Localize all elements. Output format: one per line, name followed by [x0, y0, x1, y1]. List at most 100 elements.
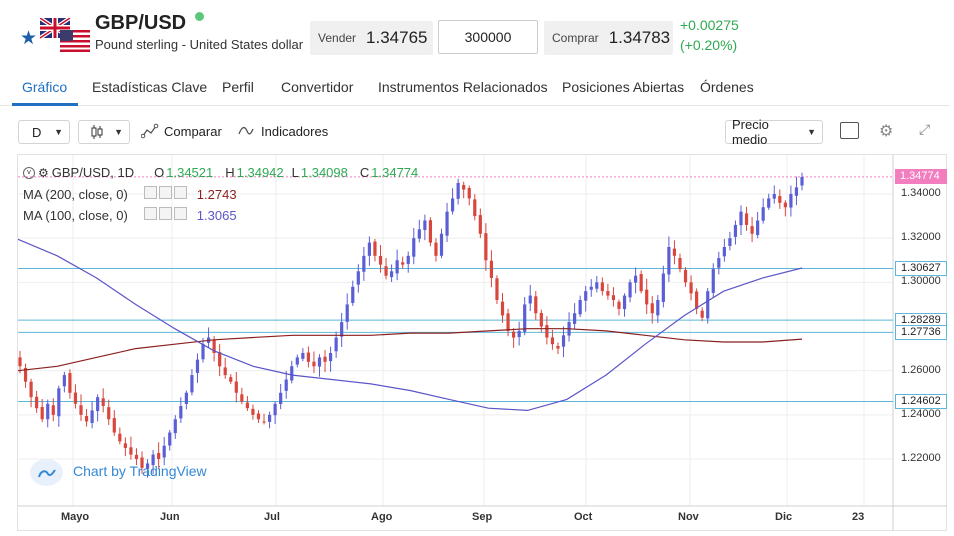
indicators-button[interactable]: Indicadores	[261, 124, 329, 139]
toggle-checkbox[interactable]	[840, 122, 859, 139]
last-price-tag: 1.34774	[895, 169, 947, 185]
candle-body	[340, 322, 344, 337]
candle-body	[184, 392, 188, 404]
candle-body	[473, 199, 477, 217]
candle-body	[495, 278, 499, 300]
buy-label: Comprar	[552, 31, 599, 45]
price-type-value: Precio medio	[732, 117, 769, 147]
tab-convertidor[interactable]: Convertidor	[281, 79, 354, 95]
candle-body	[378, 255, 383, 265]
candle-body	[284, 379, 288, 391]
ma100-label: MA (100, close, 0)	[23, 207, 128, 223]
active-tab-indicator	[12, 103, 78, 106]
candle-body	[706, 291, 710, 319]
buy-price: 1.34783	[608, 28, 671, 47]
quantity-input[interactable]: 300000	[438, 20, 538, 54]
candle-body	[267, 414, 272, 422]
candle-body	[761, 207, 765, 221]
high-value: 1.34942	[236, 165, 284, 180]
ma200-actions[interactable]	[143, 186, 189, 202]
candle-body	[584, 291, 588, 301]
candle-body	[384, 266, 388, 276]
candle-body	[90, 410, 94, 423]
buy-button[interactable]: Comprar 1.34783	[544, 21, 673, 55]
tab-instrumentos-relacionados[interactable]: Instrumentos Relacionados	[378, 79, 548, 95]
candle-body	[634, 275, 638, 283]
candle-body	[545, 325, 549, 338]
time-tick-label: Nov	[678, 511, 699, 523]
candle-body	[362, 255, 366, 272]
candle-body	[534, 296, 538, 314]
tab-grafico[interactable]: Gráfico	[22, 79, 68, 95]
time-tick-label: Dic	[775, 511, 793, 523]
candle-body	[672, 248, 677, 256]
candle-body	[101, 398, 105, 406]
compare-icon[interactable]	[141, 123, 159, 139]
candle-body	[622, 295, 627, 310]
candle-body	[312, 361, 316, 367]
candle-body	[589, 286, 593, 290]
tab-perfil[interactable]: Perfil	[222, 79, 254, 95]
time-tick-label: Jul	[264, 511, 280, 523]
candle-body	[661, 273, 665, 302]
candle-body	[450, 198, 455, 212]
legend-series: GBP/USD, 1D	[51, 165, 135, 180]
candle-body	[73, 392, 78, 404]
chevron-down-icon: ▼	[807, 127, 816, 137]
legend-main: ˅ ⚙ GBP/USD, 1D O 1.34521 H 1.34942 L 1.…	[23, 165, 418, 180]
sell-button[interactable]: Vender 1.34765	[310, 21, 433, 55]
time-tick-label: Sep	[472, 511, 493, 523]
candle-body	[57, 388, 61, 417]
candle-body	[506, 313, 510, 331]
settings-small-icon[interactable]: ⚙	[38, 165, 49, 180]
price-type-select[interactable]: Precio medio ▼	[725, 117, 823, 147]
tab-posiciones-abiertas[interactable]: Posiciones Abiertas	[562, 79, 685, 95]
tradingview-logo-icon[interactable]	[30, 459, 63, 486]
chart-frame	[17, 154, 947, 531]
candle-body	[794, 187, 799, 196]
favorite-star-icon[interactable]: ★	[20, 28, 38, 49]
tab-estadisticas-clave[interactable]: Estadísticas Clave	[92, 79, 208, 95]
candle-body	[628, 282, 632, 298]
candle-body	[256, 413, 261, 420]
candle-body	[218, 352, 222, 367]
candle-body	[517, 330, 521, 338]
candle-body	[717, 258, 721, 268]
candle-body	[678, 257, 682, 270]
fullscreen-icon[interactable]: ⤢	[919, 121, 931, 137]
ma100-actions[interactable]	[143, 207, 189, 223]
candle-body	[162, 445, 166, 458]
candle-body	[650, 303, 654, 314]
candle-body	[645, 289, 649, 305]
candle-body	[129, 447, 133, 455]
candle-body	[733, 224, 738, 237]
candle-body	[783, 202, 787, 208]
candle-body	[489, 260, 494, 278]
candle-body	[578, 300, 582, 315]
candle-body	[595, 282, 599, 289]
chart-type-select[interactable]: ▼	[78, 120, 130, 144]
candle-body	[500, 301, 505, 316]
compare-button[interactable]: Comparar	[164, 124, 222, 139]
gbp-usd-flag-icon	[40, 18, 90, 52]
tab-ordenes[interactable]: Órdenes	[700, 79, 754, 95]
ma200-label: MA (200, close, 0)	[23, 186, 128, 202]
candle-body	[639, 274, 643, 292]
ma200-line	[17, 328, 803, 372]
candle-body	[456, 182, 460, 199]
candle-body	[412, 238, 416, 257]
collapse-legend-icon[interactable]: ˅	[23, 166, 35, 179]
interval-select[interactable]: D ▼	[18, 120, 70, 144]
candle-body	[195, 359, 200, 373]
indicators-icon[interactable]	[238, 125, 254, 137]
gear-icon[interactable]: ⚙	[879, 123, 894, 140]
candle-body	[539, 312, 543, 327]
candle-body	[373, 241, 377, 256]
candle-body	[84, 416, 89, 422]
tradingview-link[interactable]: Chart by TradingView	[73, 463, 207, 479]
candle-body	[528, 295, 532, 304]
level-price-tag: 1.27736	[895, 324, 947, 340]
candle-body	[401, 262, 405, 265]
ma100-value: 1.3065	[196, 207, 237, 223]
